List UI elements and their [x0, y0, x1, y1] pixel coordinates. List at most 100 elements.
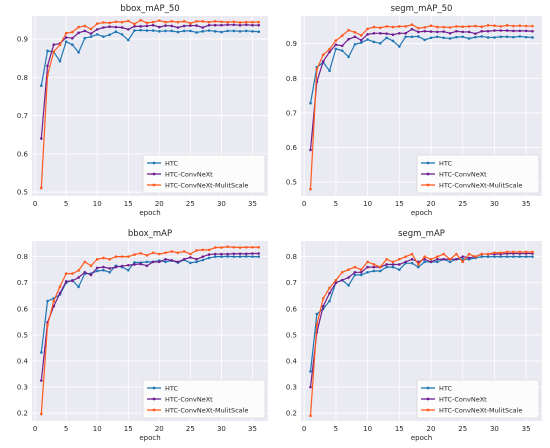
data-point	[442, 30, 445, 33]
data-point	[436, 260, 439, 264]
legend-marker	[152, 172, 156, 176]
legend-marker	[426, 397, 430, 401]
data-point	[461, 255, 465, 258]
x-tick-label: 5	[334, 425, 338, 433]
data-point	[182, 250, 186, 253]
data-point	[58, 285, 62, 288]
data-point	[455, 252, 458, 256]
data-point	[164, 20, 167, 24]
data-point	[226, 23, 229, 27]
data-point	[201, 26, 205, 29]
data-point	[201, 258, 205, 262]
data-point	[182, 20, 186, 23]
data-point	[126, 38, 130, 42]
data-point	[77, 276, 80, 279]
data-point	[474, 24, 477, 28]
data-point	[151, 23, 155, 27]
data-point	[442, 252, 445, 256]
data-point	[71, 36, 74, 40]
data-point	[309, 385, 312, 389]
data-point	[133, 253, 136, 256]
data-point	[531, 24, 534, 28]
data-point	[257, 245, 260, 249]
data-point	[436, 257, 439, 261]
legend-marker	[426, 408, 430, 412]
x-tick-label: 10	[363, 425, 372, 433]
data-point	[232, 20, 236, 24]
data-point	[71, 279, 74, 283]
data-point	[257, 23, 260, 27]
data-point	[404, 25, 407, 28]
data-point	[170, 259, 174, 262]
data-point	[145, 21, 149, 25]
data-point	[480, 252, 484, 256]
chart-title: segm_mAP	[398, 229, 445, 239]
data-point	[417, 265, 420, 269]
data-point	[189, 252, 192, 256]
data-point	[114, 255, 118, 258]
data-point	[232, 252, 236, 256]
data-point	[334, 281, 338, 285]
legend-marker	[426, 386, 430, 390]
data-point	[164, 29, 167, 33]
legend-box	[416, 379, 540, 419]
data-point	[133, 29, 136, 32]
data-point	[158, 252, 161, 256]
data-point	[372, 269, 376, 273]
data-point	[182, 257, 186, 261]
data-point	[95, 266, 99, 270]
data-point	[244, 252, 248, 256]
data-point	[126, 255, 130, 258]
data-point	[321, 60, 325, 63]
data-point	[158, 260, 161, 264]
data-point	[391, 260, 395, 264]
data-point	[512, 255, 515, 258]
data-point	[220, 252, 223, 256]
data-point	[512, 24, 515, 28]
legend-marker	[426, 172, 430, 176]
data-point	[195, 31, 198, 34]
data-point	[353, 30, 357, 34]
data-point	[126, 263, 130, 267]
data-point	[257, 20, 260, 24]
data-point	[114, 30, 118, 34]
data-point	[436, 255, 439, 258]
data-point	[328, 286, 331, 290]
data-point	[493, 36, 496, 39]
data-point	[133, 25, 136, 28]
data-point	[398, 263, 401, 266]
x-tick-label: 10	[93, 425, 102, 433]
data-point	[71, 30, 74, 34]
data-point	[158, 25, 161, 29]
data-point	[391, 265, 395, 269]
data-point	[207, 29, 211, 32]
x-tick-label: 35	[522, 425, 531, 433]
data-point	[52, 43, 56, 47]
data-point	[83, 29, 87, 33]
data-point	[410, 35, 414, 39]
legend-label: HTC	[439, 160, 452, 168]
data-point	[52, 50, 56, 53]
data-point	[89, 273, 93, 277]
data-point	[410, 27, 414, 31]
data-point	[493, 251, 496, 255]
data-point	[499, 35, 503, 39]
x-tick-label: 10	[363, 200, 372, 208]
legend-label: HTC-ConvNeXt	[439, 396, 487, 404]
data-point	[423, 38, 426, 42]
data-point	[120, 26, 124, 29]
data-point	[455, 25, 458, 28]
data-point	[139, 251, 142, 255]
data-point	[328, 50, 331, 54]
data-point	[423, 260, 426, 264]
data-point	[410, 257, 414, 261]
data-point	[164, 257, 167, 261]
data-point	[518, 29, 522, 33]
data-point	[151, 260, 155, 264]
x-tick-label: 0	[302, 200, 306, 208]
data-point	[120, 264, 124, 268]
data-point	[404, 35, 407, 39]
y-tick-label: 0.8	[17, 253, 28, 261]
data-point	[89, 27, 93, 31]
